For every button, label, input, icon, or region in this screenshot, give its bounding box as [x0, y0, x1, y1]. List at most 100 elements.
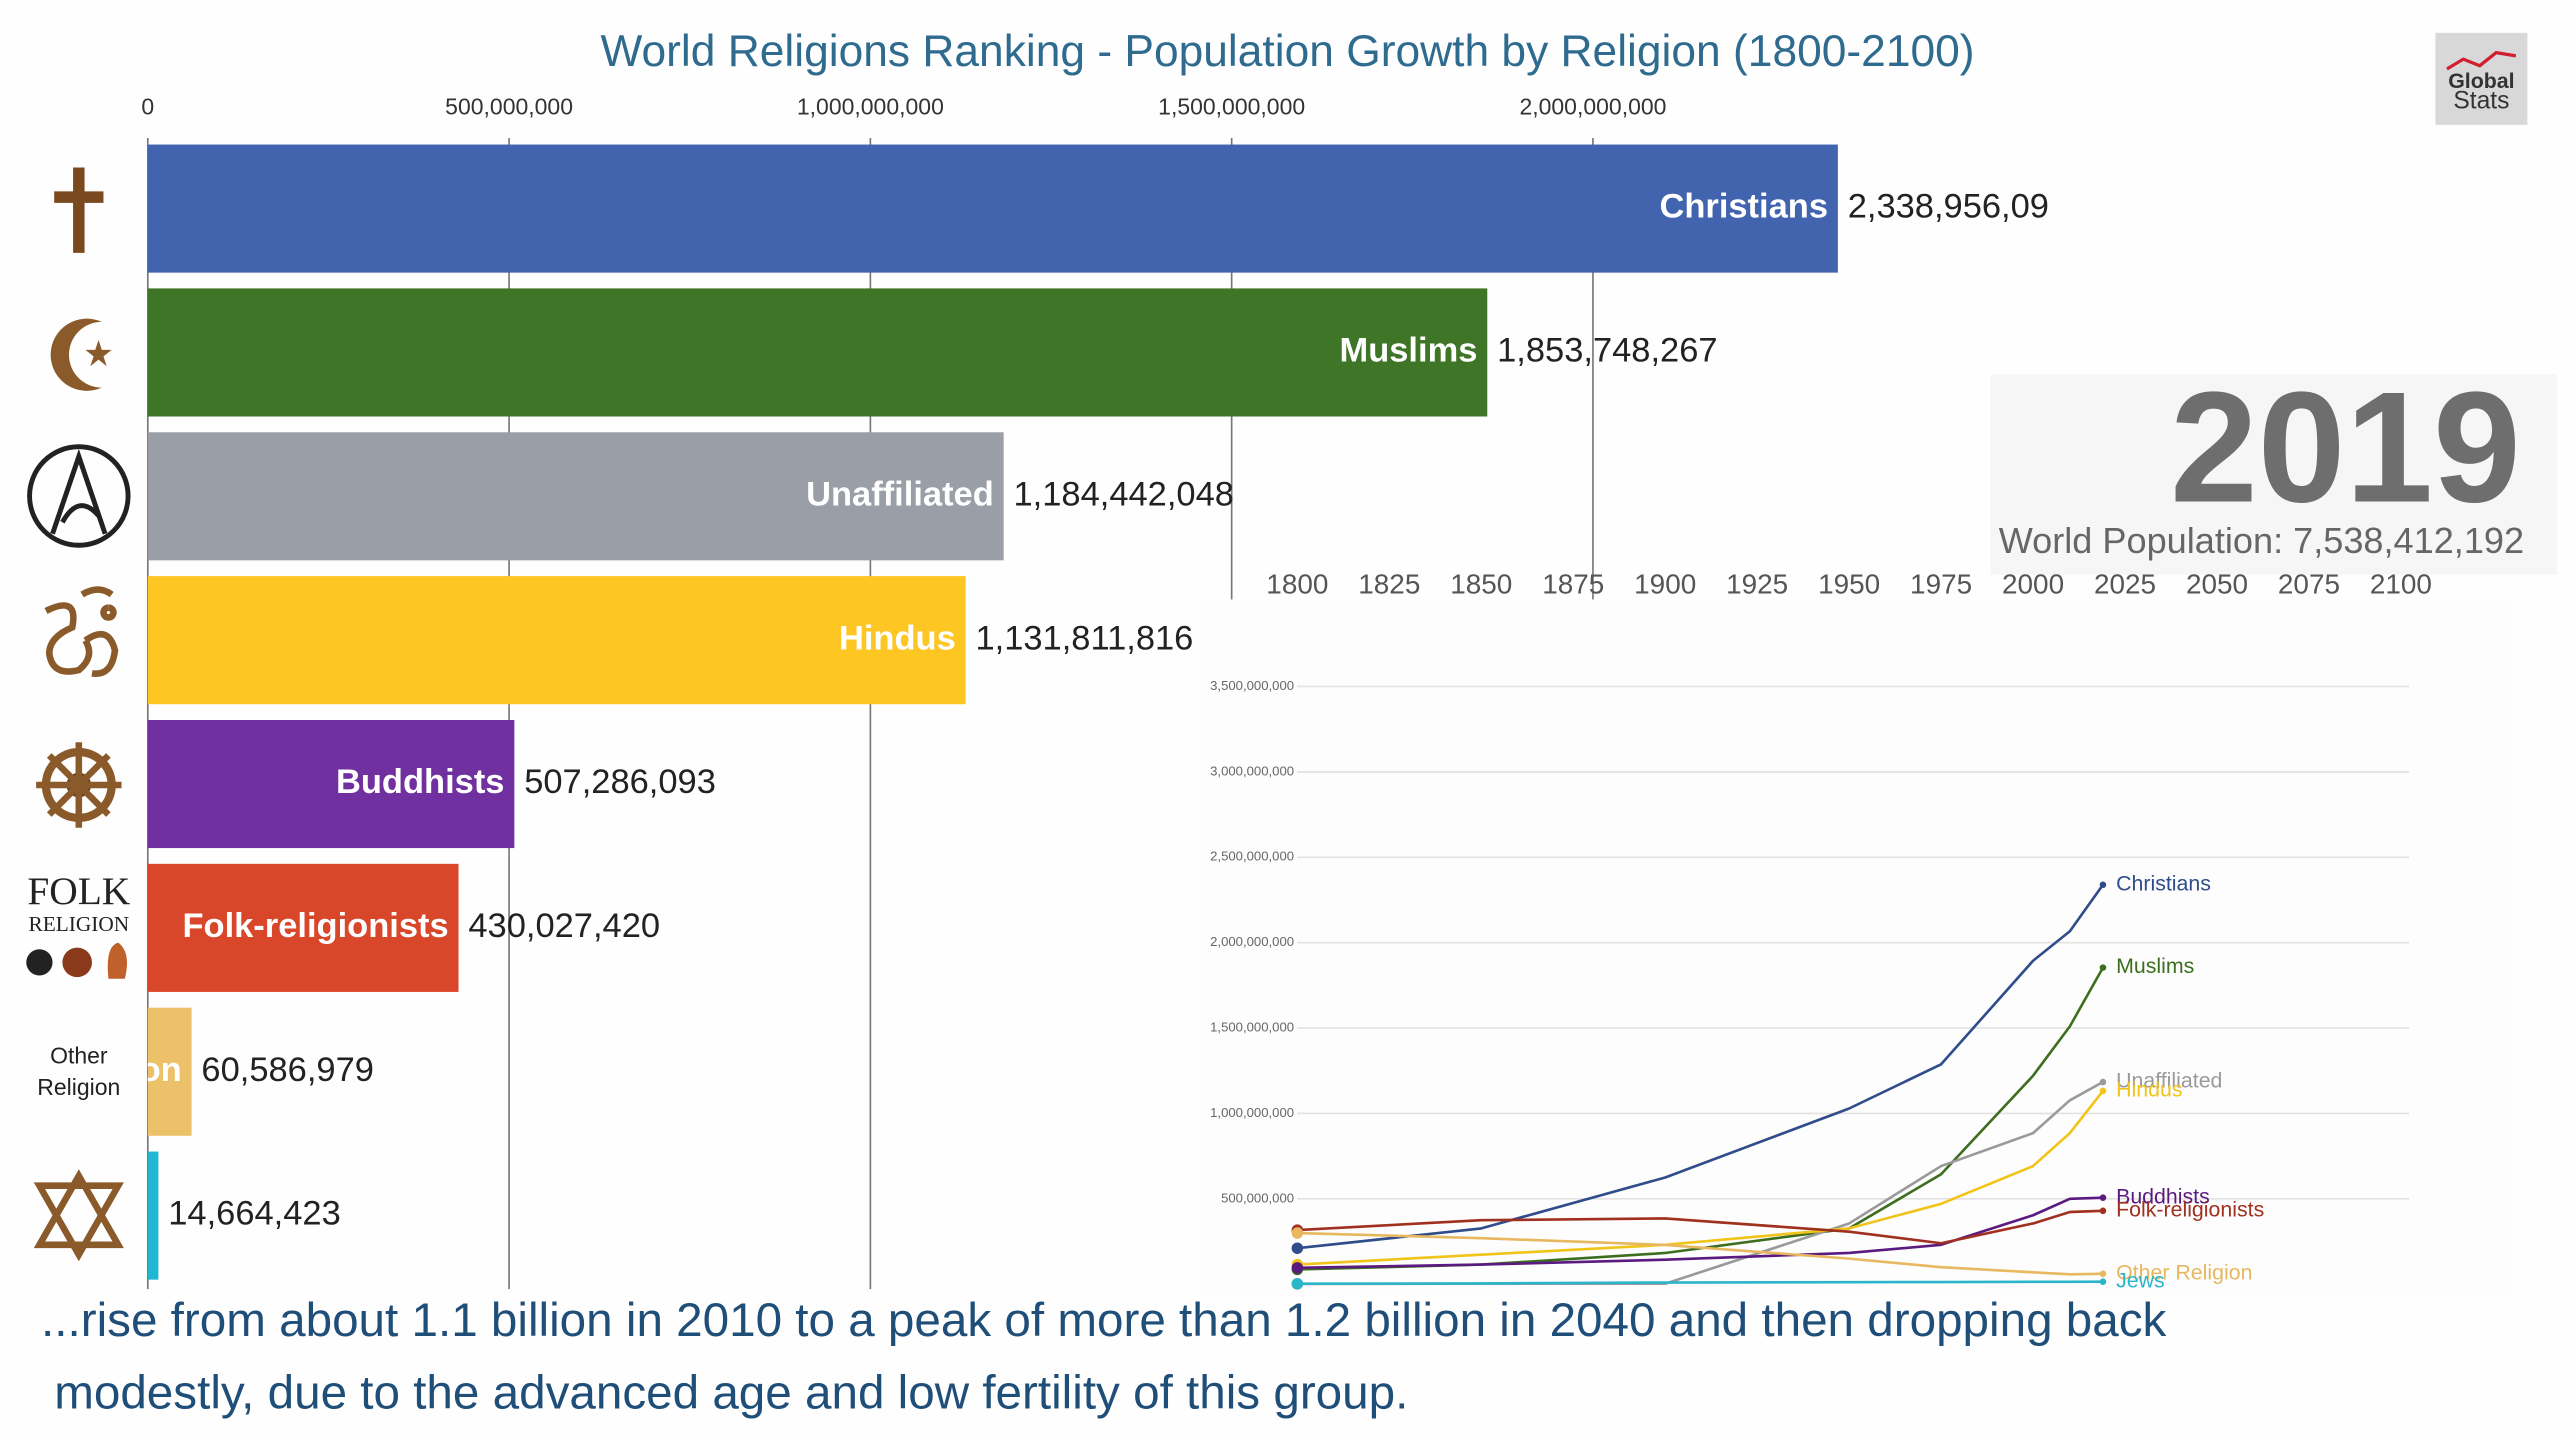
line-start-dot — [1291, 1227, 1304, 1239]
cross-icon — [54, 167, 104, 253]
x-tick-label: 2025 — [2094, 569, 2156, 600]
line-label: Folk-religionists — [2116, 1197, 2264, 1221]
logo-graph — [2446, 50, 2517, 71]
star-of-david-icon — [33, 1169, 124, 1262]
bar-label: on — [140, 1051, 182, 1089]
logo-box — [2435, 32, 2528, 125]
line-panel — [1195, 599, 2518, 1298]
world-population: World Population: 7,538,412,192 — [1999, 520, 2524, 561]
line-end-dot — [2099, 964, 2107, 971]
line-end-dot — [2099, 1087, 2107, 1095]
icon-label: Other — [50, 1043, 108, 1069]
caption: ...rise from about 1.1 billion in 2010 t… — [41, 1294, 2167, 1347]
bar — [147, 144, 1838, 273]
x-tick-label: 1900 — [1634, 569, 1696, 600]
x-tick-label: 2075 — [2278, 569, 2340, 600]
y-tick-label: 1,500,000,000 — [1210, 1020, 1294, 1035]
caption: modestly, due to the advanced age and lo… — [54, 1366, 1408, 1419]
value-label: 507,286,093 — [524, 763, 716, 801]
line-end-dot — [2099, 1207, 2107, 1215]
bar-chart: 0 500,000,000 1,000,000,000 1,500,000,000 2,… — [27, 93, 2049, 1290]
line-start-dot — [1291, 1262, 1304, 1274]
line — [1297, 1090, 2104, 1266]
bar-label: Hindus — [839, 619, 956, 657]
line-label: Other Religion — [2116, 1260, 2252, 1284]
line-label: Hindus — [2116, 1078, 2182, 1102]
icon-label: RELIGION — [28, 912, 129, 936]
icon-label: FOLK — [27, 869, 130, 913]
x-tick-label: 1875 — [1542, 569, 1604, 600]
x-tick-label: 1825 — [1358, 569, 1420, 600]
line-end-dot — [2099, 1078, 2107, 1086]
x-tick-label: 1925 — [1726, 569, 1788, 600]
wheel-spokes — [36, 742, 122, 828]
line-start-dot — [1291, 1242, 1304, 1254]
x-tick-label: 2,000,000,000 — [1519, 93, 1666, 119]
crescent-icon — [50, 318, 102, 391]
y-tick-label: 3,000,000,000 — [1210, 763, 1294, 778]
bar-label: Muslims — [1339, 332, 1477, 370]
y-tick-label: 1,000,000,000 — [1210, 1105, 1294, 1120]
bar — [147, 719, 515, 849]
yinyang-icon — [26, 949, 53, 976]
line — [1297, 1231, 2103, 1276]
logo-text: Global — [2448, 69, 2514, 93]
x-tick-label: 2000 — [2002, 569, 2064, 600]
x-tick-label: 1,000,000,000 — [797, 93, 944, 119]
star-icon — [85, 339, 112, 367]
mask-icon — [62, 947, 92, 978]
y-tick-label: 2,000,000,000 — [1210, 934, 1294, 949]
y-tick-label: 2,500,000,000 — [1210, 849, 1294, 864]
x-tick-label: 1850 — [1450, 569, 1512, 600]
icon-label: Religion — [37, 1074, 120, 1100]
x-tick-label: 500,000,000 — [445, 93, 573, 119]
year-panel — [1990, 374, 2557, 575]
x-tick-label: 2100 — [2370, 569, 2432, 600]
x-tick-label: 0 — [141, 93, 154, 119]
logo-text: Stats — [2453, 87, 2509, 114]
value-label: 1,853,748,267 — [1497, 332, 1717, 370]
value-label: 14,664,423 — [168, 1195, 341, 1233]
line-end-dot — [2099, 1278, 2107, 1285]
bar — [147, 576, 966, 705]
om-icon — [44, 586, 119, 677]
x-tick-label: 1950 — [1818, 569, 1880, 600]
bar-label: Buddhists — [336, 763, 505, 801]
religion-icons — [26, 167, 131, 1262]
line — [1297, 1209, 2104, 1245]
x-tick-label: 1,500,000,000 — [1158, 93, 1305, 119]
bar — [147, 432, 1004, 561]
x-tick-label: 1800 — [1266, 569, 1328, 600]
value-label: 2,338,956,09 — [1848, 188, 2049, 226]
chart-title: World Religions Ranking - Population Gro… — [600, 27, 1974, 76]
y-tick-label: 500,000,000 — [1221, 1190, 1294, 1205]
value-label: 1,184,442,048 — [1014, 475, 1234, 513]
year-label: 2019 — [2170, 359, 2521, 535]
atom-icon — [27, 444, 131, 548]
line-label: Unaffiliated — [2116, 1069, 2222, 1093]
y-tick-label: 3,500,000,000 — [1210, 678, 1294, 693]
line-end-dot — [2099, 1194, 2107, 1201]
x-tick-label: 2050 — [2186, 569, 2248, 600]
line — [1297, 1196, 2104, 1270]
line-end-dot — [2099, 1270, 2107, 1278]
bar-label: Unaffiliated — [806, 475, 994, 513]
line-label: Muslims — [2116, 954, 2194, 978]
bar — [147, 1151, 159, 1280]
hand-icon — [107, 942, 127, 979]
bar — [147, 1007, 192, 1136]
atom-icon-a — [50, 448, 108, 535]
line-label: Buddhists — [2116, 1184, 2210, 1208]
bar — [147, 288, 1488, 417]
line-end-dot — [2099, 881, 2107, 889]
bar-label: Folk-religionists — [182, 907, 448, 945]
line-label: Christians — [2116, 871, 2211, 895]
value-label: 60,586,979 — [201, 1051, 374, 1089]
line-start-dot — [1291, 1277, 1304, 1290]
bar-label: Christians — [1659, 188, 1828, 226]
x-tick-label: 1975 — [1910, 569, 1972, 600]
line-label: Jews — [2116, 1268, 2165, 1292]
bar — [147, 863, 459, 992]
